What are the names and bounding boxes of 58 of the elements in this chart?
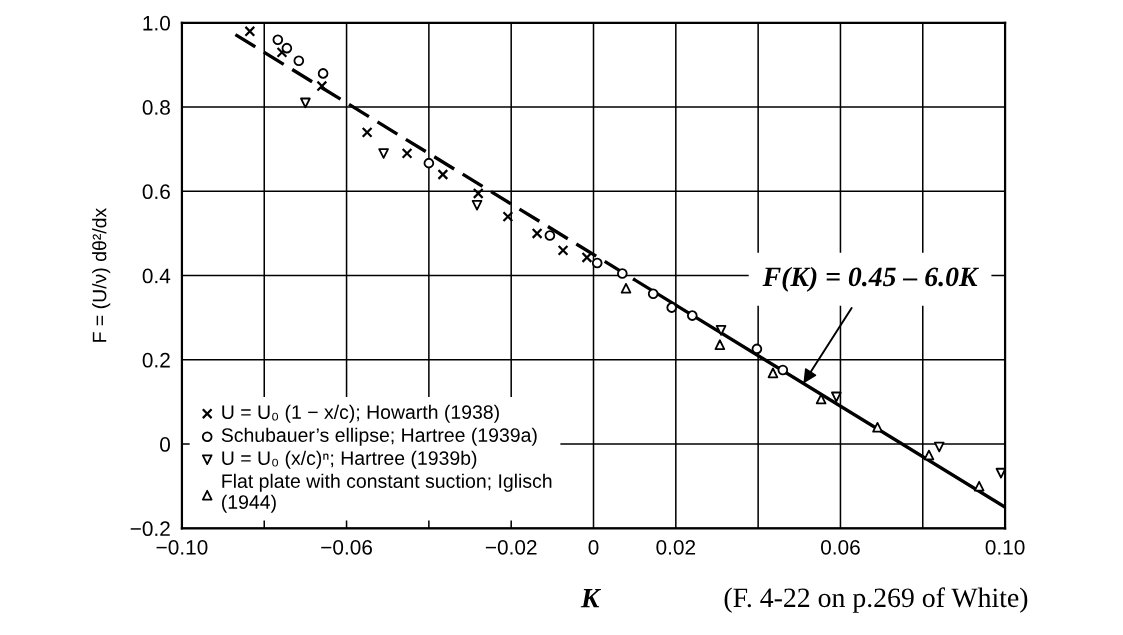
y-tick-label: 0 <box>160 437 170 452</box>
y-axis-title: F = (U/ν) dθ²/dx <box>92 208 111 342</box>
y-tick-label: 0.4 <box>142 268 171 284</box>
legend-label: Flat plate with constant suction; Iglisch (1944) <box>222 473 552 513</box>
point <box>591 257 603 269</box>
point <box>276 46 288 58</box>
point <box>831 391 842 403</box>
point <box>666 302 678 313</box>
point <box>361 126 373 138</box>
y-tick-label: 1.0 <box>143 15 170 31</box>
point <box>531 227 543 239</box>
point <box>715 325 727 336</box>
point <box>581 251 593 263</box>
point <box>933 441 945 453</box>
x-tick-label: 0.02 <box>656 539 696 555</box>
point <box>544 230 556 241</box>
y-tick-label: 0.6 <box>142 184 170 200</box>
y-tick-label: 0.8 <box>142 100 170 115</box>
point <box>923 449 935 461</box>
point <box>973 480 985 492</box>
point <box>423 157 435 169</box>
point <box>281 42 293 54</box>
y-tick-label: 0.2 <box>142 352 170 368</box>
point <box>244 25 256 37</box>
point <box>872 421 883 433</box>
point <box>317 68 329 79</box>
point <box>378 148 389 159</box>
point <box>437 169 449 180</box>
point <box>767 367 779 379</box>
point <box>647 288 659 299</box>
point <box>300 97 311 109</box>
x-axis-title: K <box>580 589 602 608</box>
legend-label: Schubauer’s ellipse; Hartree (1939a) <box>221 427 537 446</box>
point <box>401 147 413 159</box>
point <box>471 199 483 211</box>
point <box>714 339 726 350</box>
point <box>777 364 789 376</box>
x-tick-label: −0.06 <box>321 539 372 555</box>
point <box>293 55 305 67</box>
point <box>617 268 628 279</box>
point <box>557 244 569 256</box>
point <box>686 310 698 321</box>
legend-label: U = U₀ (x/c)ⁿ; Hartree (1939b) <box>222 450 477 469</box>
point <box>751 343 763 355</box>
text: (F. 4-22 on p.269 of White) <box>724 587 1028 613</box>
point <box>620 282 632 294</box>
legend-label: U = U₀ (1 − x/c); Howarth (1938) <box>222 404 499 423</box>
point <box>316 80 328 92</box>
y-tick-label: −0.2 <box>130 521 170 537</box>
x-tick-label: −0.02 <box>485 539 537 555</box>
x-tick-label: 0 <box>588 539 599 555</box>
point <box>272 34 284 46</box>
point <box>502 211 514 223</box>
x-tick-label: 0.10 <box>985 539 1025 555</box>
x-tick-label: 0.06 <box>821 539 860 555</box>
annotation: F(K) = 0.45 – 6.0K <box>762 266 980 292</box>
point <box>472 187 484 199</box>
x-tick-label: −0.10 <box>156 539 208 555</box>
